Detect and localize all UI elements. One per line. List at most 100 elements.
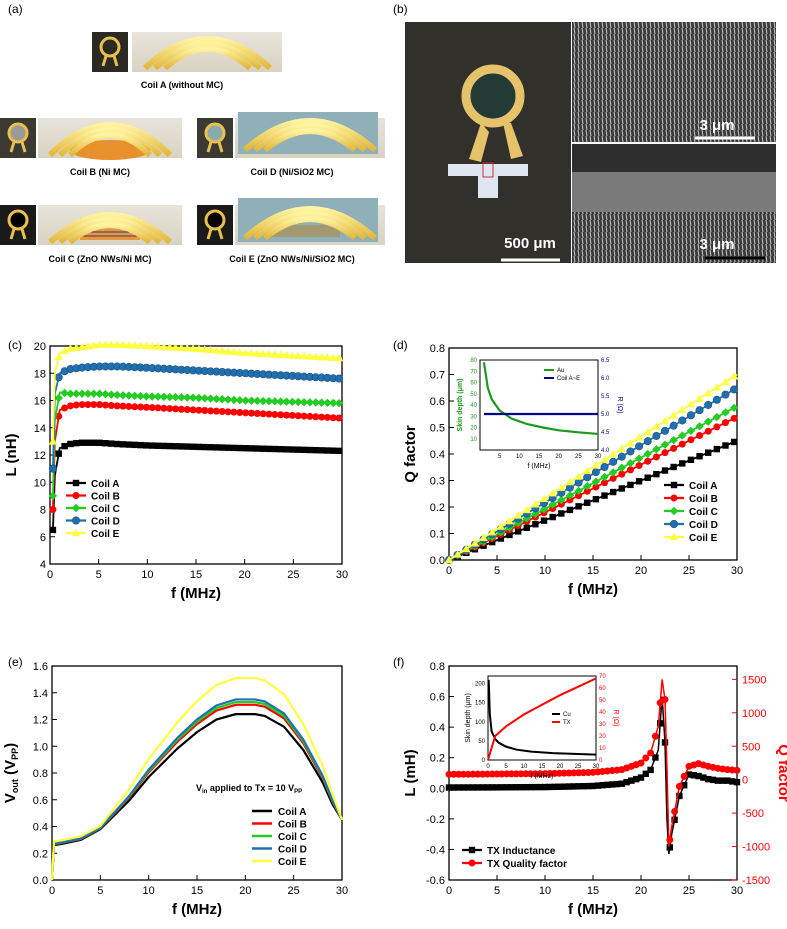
y-tick-label: 0.2 bbox=[33, 848, 48, 860]
data-point bbox=[642, 754, 650, 762]
legend-label: Coil B bbox=[689, 494, 718, 505]
data-point bbox=[532, 783, 539, 791]
series-coil-b bbox=[49, 401, 343, 513]
data-point bbox=[583, 487, 591, 495]
data-point bbox=[489, 784, 496, 791]
data-point bbox=[686, 426, 696, 436]
inset-y2-tick-label: 0 bbox=[599, 758, 603, 764]
data-point bbox=[678, 431, 687, 440]
data-point bbox=[177, 405, 185, 413]
data-point bbox=[575, 492, 583, 500]
data-point bbox=[643, 437, 652, 446]
data-point bbox=[652, 422, 661, 430]
coil-c-figure bbox=[0, 205, 182, 245]
data-point bbox=[299, 351, 309, 360]
x-axis-title: f (MHz) bbox=[568, 901, 618, 918]
data-point bbox=[462, 544, 471, 553]
data-point bbox=[265, 445, 273, 453]
data-point bbox=[695, 422, 704, 431]
y-tick-label: 20 bbox=[34, 341, 46, 353]
scalebar-top: 3 μm bbox=[699, 117, 734, 134]
y-tick-label: 0.8 bbox=[33, 768, 48, 780]
legend-marker bbox=[71, 503, 81, 513]
data-point bbox=[549, 513, 556, 521]
data-point bbox=[660, 440, 670, 449]
y-axis-title: Q factor bbox=[402, 425, 419, 483]
data-point bbox=[112, 340, 122, 348]
data-point bbox=[647, 749, 655, 757]
data-point bbox=[229, 395, 239, 405]
legend-label: Coil A bbox=[689, 481, 718, 492]
legend-label: Coil E bbox=[91, 529, 120, 540]
data-point bbox=[124, 340, 134, 349]
data-point bbox=[713, 445, 721, 453]
data-point bbox=[729, 372, 739, 380]
data-point bbox=[241, 396, 250, 405]
data-point bbox=[142, 392, 151, 401]
x-tick-label: 20 bbox=[239, 569, 251, 581]
data-point bbox=[675, 782, 683, 790]
data-point bbox=[541, 783, 549, 791]
panel-a-illustrations: Coil A (without MC) Coil B (Ni MC) Coil … bbox=[0, 32, 385, 264]
inset-x-tick-label: 10 bbox=[521, 764, 528, 770]
data-point bbox=[574, 486, 583, 496]
legend-label: Coil B bbox=[278, 820, 307, 831]
inset-x-tick-label: 25 bbox=[575, 764, 582, 770]
data-point bbox=[671, 807, 679, 815]
data-point bbox=[497, 535, 505, 542]
data-point bbox=[96, 439, 103, 447]
data-point bbox=[609, 781, 616, 788]
data-point bbox=[561, 783, 568, 790]
chart-d: 0 5 10 15 20 25 30 0.0 0.1 0.2 0.3 0.4 0.5 0.6 0.7 0.8 f… bbox=[402, 343, 743, 598]
data-point bbox=[66, 389, 75, 398]
data-point bbox=[681, 782, 688, 789]
inset-y-title: Skin depth (μm) bbox=[457, 379, 464, 432]
data-point bbox=[288, 397, 297, 407]
data-point bbox=[626, 438, 635, 447]
data-point bbox=[67, 440, 74, 448]
data-point bbox=[657, 720, 664, 727]
data-point bbox=[585, 782, 592, 790]
data-point bbox=[626, 458, 635, 468]
data-point bbox=[277, 411, 285, 419]
data-point bbox=[107, 390, 116, 399]
data-point bbox=[224, 444, 232, 451]
data-point bbox=[270, 350, 280, 358]
caption-coil-b: Coil B (Ni MC) bbox=[70, 167, 130, 177]
data-point bbox=[574, 472, 583, 480]
data-point bbox=[696, 432, 704, 440]
data-point bbox=[704, 388, 713, 397]
data-point bbox=[498, 784, 505, 791]
data-point bbox=[637, 759, 645, 767]
data-point bbox=[188, 393, 198, 402]
legend-label: Coil D bbox=[91, 517, 120, 528]
data-point bbox=[600, 455, 609, 464]
data-point bbox=[73, 439, 80, 447]
data-point bbox=[125, 402, 133, 410]
data-point bbox=[84, 401, 92, 409]
data-point bbox=[583, 473, 592, 482]
legend-label: Coil E bbox=[278, 857, 307, 868]
data-point bbox=[271, 410, 279, 418]
data-point bbox=[200, 345, 209, 353]
data-point bbox=[294, 397, 303, 407]
data-point bbox=[601, 492, 608, 499]
data-point bbox=[78, 401, 86, 409]
y-tick-label: 1.4 bbox=[33, 688, 48, 700]
data-point bbox=[609, 488, 617, 496]
data-point bbox=[712, 395, 721, 404]
inset-y-tick-label: 20 bbox=[470, 426, 477, 432]
inset-legend-label: TX bbox=[563, 720, 571, 726]
data-point bbox=[335, 374, 344, 383]
data-point bbox=[89, 389, 98, 398]
data-point bbox=[719, 777, 726, 784]
data-point bbox=[276, 350, 285, 359]
data-point bbox=[95, 340, 104, 348]
data-point bbox=[218, 408, 226, 416]
data-point bbox=[334, 353, 344, 362]
data-point bbox=[112, 390, 122, 400]
data-point bbox=[194, 393, 204, 403]
inset-frame bbox=[479, 359, 599, 451]
data-point bbox=[72, 389, 81, 398]
inset-y2-tick-label: 30 bbox=[599, 722, 606, 728]
